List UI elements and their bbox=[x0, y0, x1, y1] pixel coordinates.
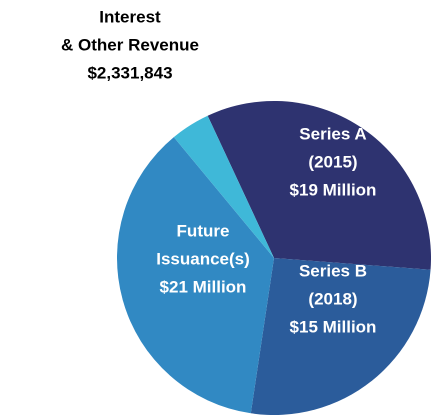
pie-slice bbox=[173, 115, 274, 258]
value-label: $19 Million bbox=[290, 180, 377, 199]
slice-label: Interest bbox=[99, 7, 161, 26]
slice-label: Issuance(s) bbox=[156, 249, 250, 268]
pie-slice bbox=[250, 258, 431, 415]
slice-label: & Other Revenue bbox=[61, 35, 199, 54]
slice-label: Future bbox=[177, 221, 230, 240]
value-label: $21 Million bbox=[160, 277, 247, 296]
slice-label: Series A bbox=[299, 124, 366, 143]
slice-label: Series B bbox=[299, 261, 367, 280]
slice-label: (2018) bbox=[308, 289, 357, 308]
pie-slice bbox=[116, 137, 274, 414]
slice-label: (2015) bbox=[308, 152, 357, 171]
pie-slice bbox=[207, 101, 431, 270]
value-label: $15 Million bbox=[290, 317, 377, 336]
value-label: $2,331,843 bbox=[87, 63, 172, 82]
